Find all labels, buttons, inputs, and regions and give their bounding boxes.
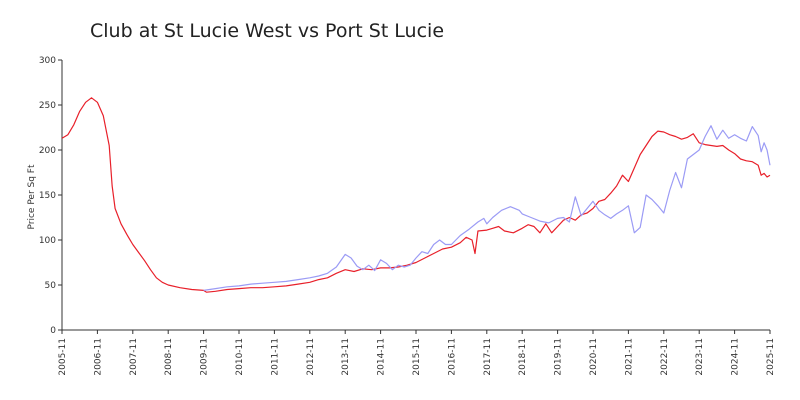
axes: 0 50 100 150 200 250 300 2005-11 2006-11 2007-11 2… [39,56,776,376]
x-tick-label: 2024-11 [731,338,741,376]
x-tick-label: 2006-11 [93,338,103,376]
y-tick-label: 0 [50,326,56,336]
x-tick-label: 2016-11 [447,338,457,376]
series-line-2 [203,125,771,291]
y-tick-label: 300 [39,56,56,66]
x-tick-label: 2008-11 [164,338,174,376]
x-tick-label: 2013-11 [341,338,351,376]
x-tick-label: 2017-11 [483,338,493,376]
x-tick-label: 2020-11 [589,338,599,376]
x-tick-label: 2007-11 [129,338,139,376]
x-tick-label: 2021-11 [624,338,634,376]
y-axis-label: Price Per Sq Ft [27,164,37,229]
x-tick-label: 2012-11 [306,338,316,376]
series-line-1 [61,97,771,293]
y-tick-label: 100 [39,236,56,246]
y-tick-label: 50 [45,281,57,291]
plot-area [61,97,771,293]
x-tick-label: 2011-11 [270,338,280,376]
x-tick-label: 2022-11 [660,338,670,376]
x-tick-label: 2023-11 [695,338,705,376]
chart-title: Club at St Lucie West vs Port St Lucie [90,20,445,42]
x-tick-label: 2010-11 [235,338,245,376]
x-tick-label: 2025-11 [766,338,776,376]
y-tick-label: 150 [39,191,56,201]
y-tick-label: 200 [39,146,56,156]
x-tick-label: 2015-11 [412,338,422,376]
x-tick-label: 2018-11 [518,338,528,376]
x-tick-label: 2009-11 [200,338,210,376]
x-tick-label: 2019-11 [554,338,564,376]
y-tick-label: 250 [39,101,56,111]
x-tick-label: 2005-11 [58,338,68,376]
x-tick-label: 2014-11 [377,338,387,376]
